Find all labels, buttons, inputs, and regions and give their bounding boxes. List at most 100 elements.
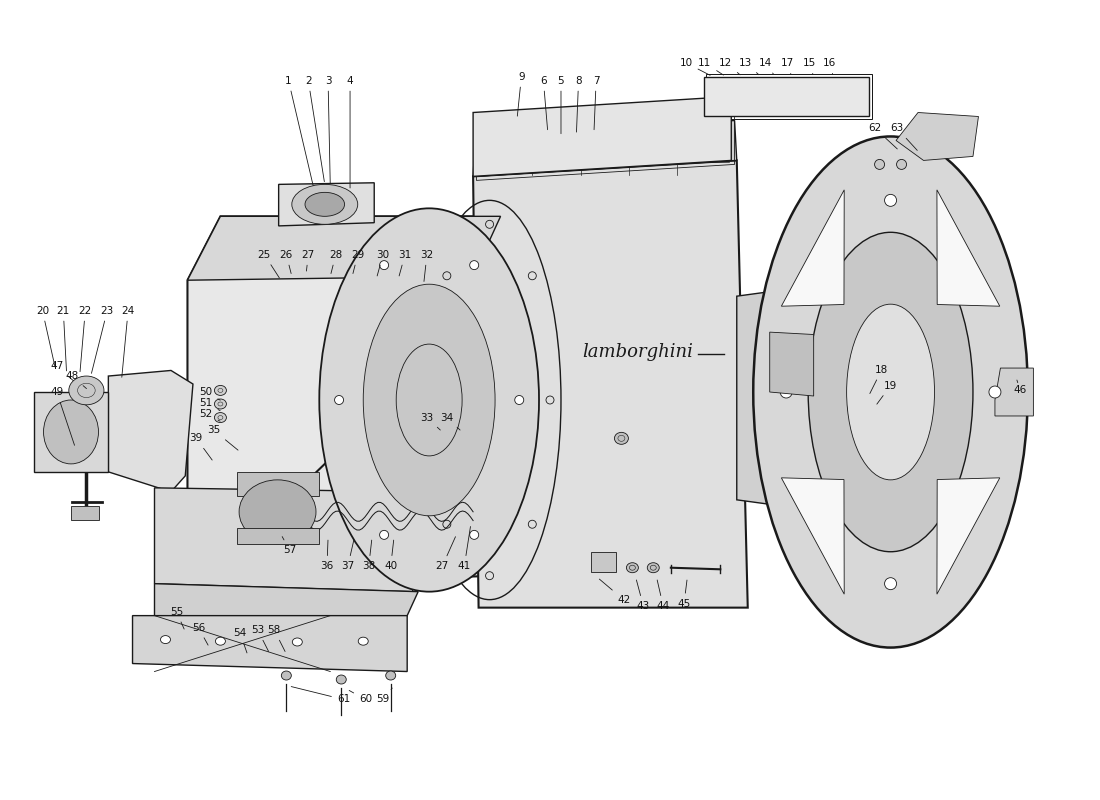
Text: 33: 33 [420, 413, 440, 430]
Text: 7: 7 [593, 75, 600, 130]
Text: 1: 1 [285, 75, 314, 186]
Text: 4: 4 [346, 75, 353, 188]
Ellipse shape [379, 530, 388, 539]
Text: 19: 19 [877, 381, 898, 404]
Ellipse shape [470, 261, 478, 270]
Ellipse shape [379, 261, 388, 270]
Text: 13: 13 [739, 58, 759, 74]
Ellipse shape [239, 480, 316, 544]
Ellipse shape [847, 304, 935, 480]
Text: 2: 2 [305, 75, 324, 182]
Polygon shape [937, 190, 1000, 306]
Polygon shape [737, 284, 825, 512]
Ellipse shape [848, 396, 874, 420]
Polygon shape [109, 370, 192, 492]
Text: 54: 54 [233, 628, 248, 653]
Text: 29: 29 [351, 250, 364, 274]
Text: 12: 12 [719, 58, 740, 74]
Ellipse shape [214, 386, 227, 395]
Polygon shape [473, 161, 748, 608]
Polygon shape [187, 216, 501, 280]
Text: 48: 48 [66, 371, 87, 389]
Text: 18: 18 [870, 365, 889, 394]
Ellipse shape [305, 192, 344, 216]
Text: 27: 27 [301, 250, 315, 271]
Text: 31: 31 [398, 250, 411, 276]
FancyBboxPatch shape [70, 506, 99, 521]
Ellipse shape [359, 637, 369, 645]
Text: 30: 30 [376, 250, 389, 276]
Ellipse shape [214, 413, 227, 422]
Text: 42: 42 [600, 579, 630, 605]
Ellipse shape [874, 159, 884, 170]
Text: 15: 15 [803, 58, 816, 74]
Text: 21: 21 [57, 306, 70, 371]
Text: 59: 59 [376, 688, 393, 705]
Text: 38: 38 [362, 540, 375, 571]
Text: 62: 62 [869, 123, 898, 149]
Ellipse shape [811, 250, 823, 262]
Ellipse shape [470, 530, 478, 539]
Text: 44: 44 [657, 580, 670, 611]
Text: 26: 26 [279, 250, 293, 274]
Text: 6: 6 [540, 75, 548, 130]
Text: 22: 22 [79, 306, 92, 372]
Ellipse shape [896, 159, 906, 170]
Text: 5: 5 [558, 75, 564, 134]
Ellipse shape [884, 578, 896, 590]
Text: 27: 27 [436, 537, 455, 571]
Text: 25: 25 [257, 250, 279, 278]
Text: 53: 53 [251, 625, 268, 651]
Ellipse shape [319, 208, 539, 592]
Ellipse shape [958, 522, 970, 534]
Text: 40: 40 [384, 540, 397, 571]
Text: 16: 16 [823, 58, 836, 74]
Text: 60: 60 [349, 690, 372, 705]
Text: 9: 9 [517, 71, 525, 116]
Text: 43: 43 [637, 580, 650, 611]
Polygon shape [770, 332, 814, 396]
Polygon shape [154, 584, 418, 639]
Text: 35: 35 [207, 426, 238, 450]
Polygon shape [937, 478, 1000, 594]
Polygon shape [236, 528, 319, 544]
Text: 46: 46 [1013, 380, 1026, 395]
Text: 20: 20 [36, 306, 55, 367]
Text: 23: 23 [91, 306, 114, 374]
Text: 37: 37 [341, 540, 354, 571]
Text: 49: 49 [51, 387, 75, 446]
Text: 28: 28 [329, 250, 342, 274]
Text: 50: 50 [199, 387, 220, 400]
Ellipse shape [615, 432, 628, 444]
Polygon shape [34, 392, 109, 472]
Polygon shape [278, 182, 374, 226]
Ellipse shape [216, 637, 225, 645]
Ellipse shape [647, 562, 659, 573]
Ellipse shape [214, 399, 227, 409]
Text: 24: 24 [121, 306, 135, 378]
Text: 55: 55 [169, 606, 184, 629]
Polygon shape [473, 121, 737, 176]
Ellipse shape [161, 635, 170, 643]
Text: 36: 36 [320, 540, 333, 571]
Text: 17: 17 [781, 58, 794, 74]
Text: 51: 51 [199, 398, 220, 410]
Text: 39: 39 [189, 434, 212, 460]
Text: 41: 41 [458, 526, 471, 571]
Text: 45: 45 [678, 580, 691, 609]
Text: 56: 56 [191, 622, 208, 645]
Polygon shape [781, 478, 844, 594]
Ellipse shape [780, 386, 792, 398]
Ellipse shape [515, 395, 524, 405]
Text: 47: 47 [51, 362, 74, 381]
Polygon shape [896, 113, 979, 161]
Polygon shape [132, 616, 407, 671]
Ellipse shape [626, 562, 638, 573]
Ellipse shape [282, 671, 292, 680]
Polygon shape [591, 552, 616, 572]
Ellipse shape [754, 137, 1027, 647]
Polygon shape [154, 488, 412, 592]
Polygon shape [236, 472, 319, 496]
Text: 3: 3 [324, 75, 331, 183]
Text: 32: 32 [420, 250, 433, 282]
